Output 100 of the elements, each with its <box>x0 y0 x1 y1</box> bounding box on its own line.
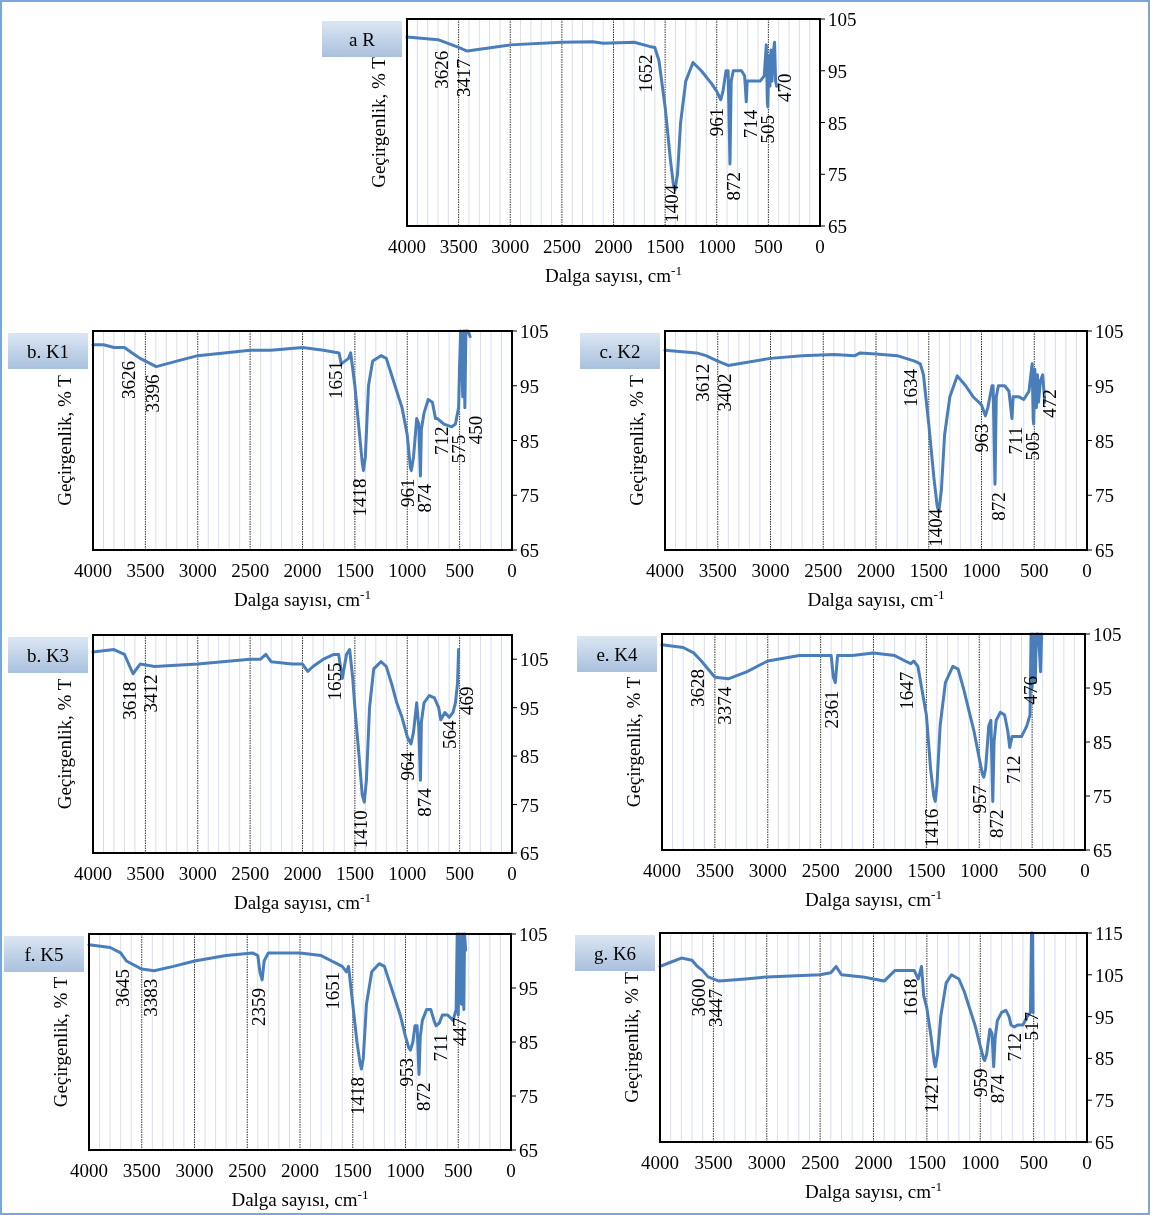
annotation: 1418 <box>349 478 371 517</box>
annotation: 476 <box>1020 676 1042 705</box>
x-tick-label: 3000 <box>175 1160 214 1181</box>
annotation: 874 <box>413 787 435 817</box>
text: e. K4 <box>596 644 639 665</box>
text: b. K3 <box>26 645 70 666</box>
x-tick-label: 2500 <box>801 860 840 881</box>
annotation: 1652 <box>635 54 657 93</box>
y-tick-label: 85 <box>1095 1048 1114 1070</box>
x-tick-label: 3500 <box>122 1160 161 1181</box>
annotation: 1421 <box>920 1074 942 1113</box>
x-tick-label: 2500 <box>231 863 270 884</box>
y-tick-label: 75 <box>519 1086 538 1107</box>
annotation: 447 <box>449 1017 471 1047</box>
y-tick-label: 65 <box>1093 840 1112 861</box>
y-tick-label: 85 <box>1095 430 1114 452</box>
y-tick-label: 75 <box>1095 1090 1114 1112</box>
x-tick-label: 2500 <box>231 560 270 581</box>
y-axis-title: Geçirgenlik, % T <box>368 56 389 188</box>
text: b. K1 <box>26 341 70 362</box>
x-tick-label: 3000 <box>747 1152 786 1173</box>
x-tick-label: 3000 <box>178 863 217 884</box>
x-axis-title: Dalga sayısı, cm$^{-1}$ <box>804 886 943 910</box>
x-tick-label: 4000 <box>74 560 112 581</box>
y-tick-label: 115 <box>1095 923 1123 944</box>
y-axis-title: Geçirgenlik, % T <box>50 976 71 1108</box>
y-tick-label: 65 <box>520 540 539 561</box>
x-tick-label: 1000 <box>386 1160 425 1181</box>
x-tick-label: 1500 <box>335 560 374 581</box>
y-tick-label: 95 <box>1095 1006 1114 1028</box>
x-tick-label: 3500 <box>439 236 478 257</box>
x-tick-label: 2500 <box>801 1152 840 1173</box>
annotation: 961 <box>706 107 728 137</box>
annotation: 1404 <box>660 184 682 223</box>
y-axis-title: Geçirgenlik, % T <box>621 971 642 1103</box>
annotation: 472 <box>1039 389 1061 418</box>
x-tick-label: 1500 <box>907 860 946 881</box>
y-tick-label: 105 <box>1095 321 1124 342</box>
y-tick-label: 105 <box>520 321 549 342</box>
y-tick-label: 105 <box>1093 624 1122 645</box>
x-tick-label: 1000 <box>697 236 736 257</box>
annotation: 3417 <box>452 59 474 98</box>
text: a R <box>349 29 376 50</box>
y-tick-label: 95 <box>519 978 538 999</box>
x-axis-title: Dalga sayısı, cm$^{-1}$ <box>544 262 683 286</box>
y-tick-label: 95 <box>828 60 847 82</box>
annotation: 872 <box>723 171 745 201</box>
annotation: 3618 <box>118 681 140 720</box>
y-tick-label: 75 <box>1095 485 1114 507</box>
x-tick-label: 1500 <box>335 863 374 884</box>
x-tick-label: 2500 <box>804 560 843 581</box>
annotation: 1410 <box>349 810 371 849</box>
y-tick-label: 65 <box>519 1140 538 1161</box>
x-tick-label: 0 <box>1082 560 1092 581</box>
x-tick-label: 1500 <box>907 1152 946 1173</box>
annotation: 3626 <box>431 50 453 89</box>
x-axis-title: Dalga sayısı, cm$^{-1}$ <box>231 1186 369 1210</box>
y-tick-label: 95 <box>520 375 539 397</box>
annotation: 3374 <box>713 686 735 725</box>
y-tick-label: 65 <box>828 216 847 237</box>
annotation: 1618 <box>899 978 921 1017</box>
x-tick-label: 0 <box>507 863 517 884</box>
y-tick-label: 75 <box>520 794 539 816</box>
annotation: 2361 <box>820 690 842 729</box>
annotation: 963 <box>971 423 993 453</box>
annotation: 1416 <box>920 808 942 847</box>
x-tick-label: 4000 <box>388 236 426 257</box>
text: c. K2 <box>599 341 641 362</box>
annotation: 3626 <box>117 360 139 399</box>
y-tick-label: 95 <box>520 697 539 719</box>
annotation: 872 <box>988 492 1010 521</box>
text: g. K6 <box>593 943 637 964</box>
annotation: 3396 <box>141 374 163 413</box>
y-tick-label: 75 <box>1093 786 1112 807</box>
x-tick-label: 500 <box>1019 1152 1048 1173</box>
x-tick-label: 3000 <box>748 860 787 881</box>
annotation: 3412 <box>140 674 162 713</box>
x-tick-label: 2000 <box>594 236 633 257</box>
x-tick-label: 500 <box>445 863 474 884</box>
x-tick-label: 2000 <box>281 1160 319 1181</box>
y-tick-label: 65 <box>1095 1132 1114 1153</box>
x-tick-label: 3000 <box>751 560 790 581</box>
x-tick-label: 4000 <box>70 1160 108 1181</box>
y-tick-label: 95 <box>1095 375 1114 397</box>
x-tick-label: 1000 <box>960 860 999 881</box>
annotation: 1647 <box>896 671 918 710</box>
y-tick-label: 85 <box>519 1032 538 1053</box>
annotation: 2359 <box>247 987 269 1026</box>
x-tick-label: 3500 <box>126 863 165 884</box>
x-axis-title: Dalga sayısı, cm$^{-1}$ <box>807 586 945 610</box>
x-tick-label: 1500 <box>646 236 685 257</box>
x-tick-label: 3500 <box>694 1152 733 1173</box>
y-axis-title: Geçirgenlik, % T <box>54 374 75 506</box>
x-tick-label: 0 <box>1080 860 1090 881</box>
x-tick-label: 3500 <box>698 560 737 581</box>
x-tick-label: 2000 <box>854 860 893 881</box>
y-tick-label: 85 <box>1093 732 1112 753</box>
x-tick-label: 4000 <box>646 560 684 581</box>
x-tick-label: 500 <box>444 1160 473 1181</box>
y-tick-label: 65 <box>1095 540 1114 561</box>
